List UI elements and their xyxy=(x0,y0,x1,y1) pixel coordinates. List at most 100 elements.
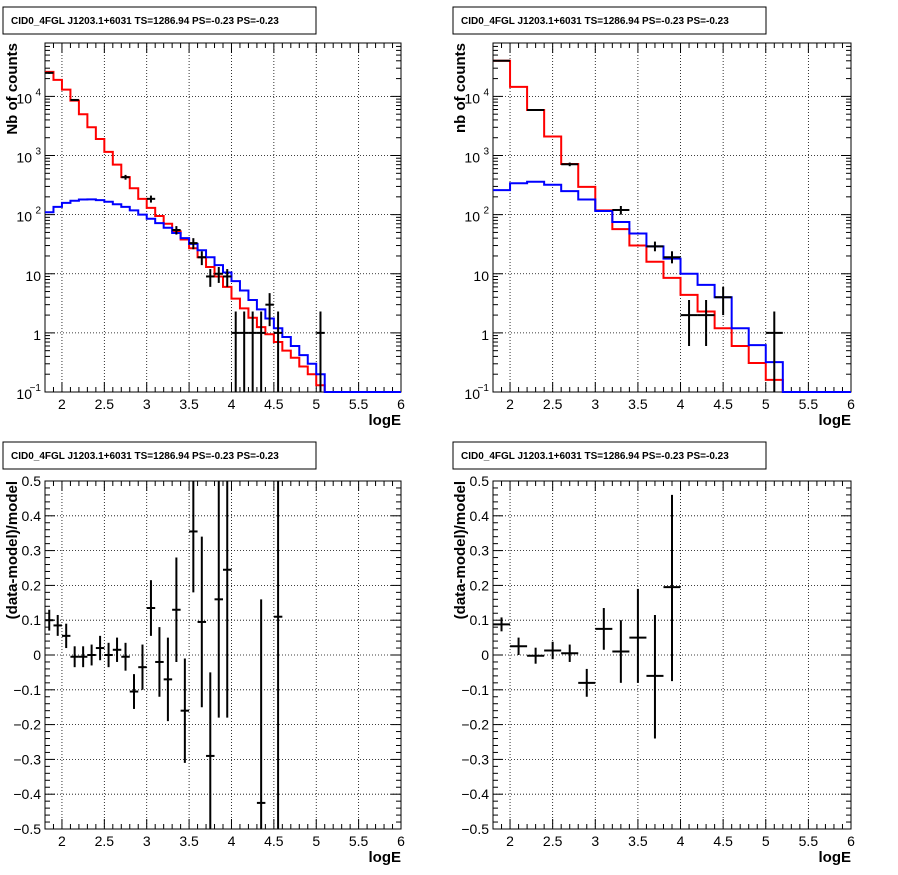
x-tick-label: 5.5 xyxy=(799,833,819,849)
chart-panel-1: CID0_4FGL J1203.1+6031 TS=1286.94 PS=-0.… xyxy=(2,6,405,429)
x-tick-label: 2 xyxy=(58,833,66,849)
data-points xyxy=(493,494,681,739)
y-tick-label: −0.3 xyxy=(13,751,41,767)
data-point xyxy=(180,658,190,763)
y-tick-label: 10 xyxy=(25,268,41,284)
data-points xyxy=(493,59,783,392)
y-tick-exponent: 4 xyxy=(483,87,489,98)
data-point xyxy=(163,637,173,722)
data-point xyxy=(189,238,198,250)
x-tick-label: 5 xyxy=(312,396,320,412)
component-model-histogram xyxy=(493,180,851,393)
total-model-histogram xyxy=(45,70,401,393)
data-point xyxy=(146,195,156,203)
y-tick-label: 0.2 xyxy=(470,577,490,593)
data-point xyxy=(273,311,283,392)
y-tick-label: −0.3 xyxy=(461,751,489,767)
y-tick-label: 0.1 xyxy=(22,612,42,628)
data-point xyxy=(45,609,54,631)
y-axis-label: (data-model)/model xyxy=(452,481,469,619)
y-tick-label: 10 xyxy=(16,209,32,225)
chart-title: CID0_4FGL J1203.1+6031 TS=1286.94 PS=-0.… xyxy=(11,451,279,462)
y-tick-label: 10 xyxy=(464,209,480,225)
x-tick-label: 5.5 xyxy=(799,396,819,412)
data-point xyxy=(206,672,215,829)
total-model-histogram xyxy=(493,59,851,393)
y-tick-label: 10 xyxy=(16,90,32,106)
y-tick-label: −0.1 xyxy=(461,682,489,698)
y-tick-label: 0 xyxy=(33,647,41,663)
data-point xyxy=(146,580,156,636)
y-tick-label: 10 xyxy=(473,268,489,284)
data-point xyxy=(70,98,79,101)
y-tick-label: 0.5 xyxy=(22,473,42,489)
data-point xyxy=(714,286,732,316)
y-tick-label: 0 xyxy=(481,647,489,663)
data-point xyxy=(697,299,715,346)
title-box xyxy=(2,6,317,35)
y-tick-label: −0.5 xyxy=(13,821,41,837)
x-tick-label: 4 xyxy=(228,396,236,412)
data-point xyxy=(510,637,528,655)
data-point xyxy=(273,481,283,829)
data-point xyxy=(104,642,113,668)
x-tick-label: 3.5 xyxy=(179,833,199,849)
x-tick-label: 4.5 xyxy=(713,396,733,412)
x-tick-label: 2.5 xyxy=(95,833,115,849)
y-tick-label: 10 xyxy=(464,150,480,166)
x-tick-label: 2.5 xyxy=(543,396,563,412)
data-point xyxy=(121,642,130,671)
x-tick-label: 3 xyxy=(143,833,151,849)
chart-title: CID0_4FGL J1203.1+6031 TS=1286.94 PS=-0.… xyxy=(461,451,729,462)
data-point xyxy=(87,644,96,666)
x-tick-label: 2 xyxy=(58,396,66,412)
y-tick-label: 10 xyxy=(16,386,32,402)
data-point xyxy=(214,481,223,718)
y-tick-label: 0.3 xyxy=(22,543,42,559)
data-point xyxy=(680,299,698,346)
x-axis-label: logE xyxy=(369,849,402,866)
y-tick-label: 0.4 xyxy=(22,508,42,524)
chart-title: CID0_4FGL J1203.1+6031 TS=1286.94 PS=-0.… xyxy=(11,16,279,27)
y-tick-label: −0.1 xyxy=(13,682,41,698)
data-point xyxy=(129,674,139,709)
data-point xyxy=(189,481,198,593)
component-model-histogram xyxy=(45,198,401,393)
data-point xyxy=(493,617,511,632)
data-point xyxy=(316,311,325,392)
y-tick-label: 1 xyxy=(481,327,489,343)
x-tick-label: 3 xyxy=(143,396,151,412)
title-box xyxy=(2,441,317,470)
x-tick-label: 5.5 xyxy=(349,396,369,412)
title-box xyxy=(452,6,767,35)
x-tick-label: 3.5 xyxy=(179,396,199,412)
grid xyxy=(45,43,401,392)
data-point xyxy=(493,59,511,62)
data-point xyxy=(197,251,207,266)
plot-frame xyxy=(492,42,852,393)
x-tick-label: 5 xyxy=(312,833,320,849)
x-tick-label: 2 xyxy=(506,833,514,849)
x-tick-label: 5 xyxy=(762,833,770,849)
x-tick-label: 6 xyxy=(847,833,855,849)
data-point xyxy=(646,241,664,252)
y-tick-label: 10 xyxy=(16,150,32,166)
x-tick-label: 4.5 xyxy=(713,833,733,849)
data-point xyxy=(765,311,783,392)
x-axis-label: logE xyxy=(819,849,852,866)
y-tick-label: −0.5 xyxy=(461,821,489,837)
y-tick-exponent: −1 xyxy=(30,383,42,394)
data-point xyxy=(70,646,79,668)
x-tick-label: 6 xyxy=(397,396,405,412)
x-axis-label: logE xyxy=(819,412,852,429)
data-point xyxy=(206,269,215,287)
y-tick-exponent: 2 xyxy=(35,206,41,217)
data-point xyxy=(121,174,130,180)
data-point xyxy=(646,614,664,739)
y-tick-label: −0.2 xyxy=(13,717,41,733)
y-axis-label: (data-model)/model xyxy=(4,481,21,619)
chart-panel-4: CID0_4FGL J1203.1+6031 TS=1286.94 PS=-0.… xyxy=(452,441,855,866)
x-tick-label: 2.5 xyxy=(543,833,563,849)
data-point xyxy=(172,557,181,662)
